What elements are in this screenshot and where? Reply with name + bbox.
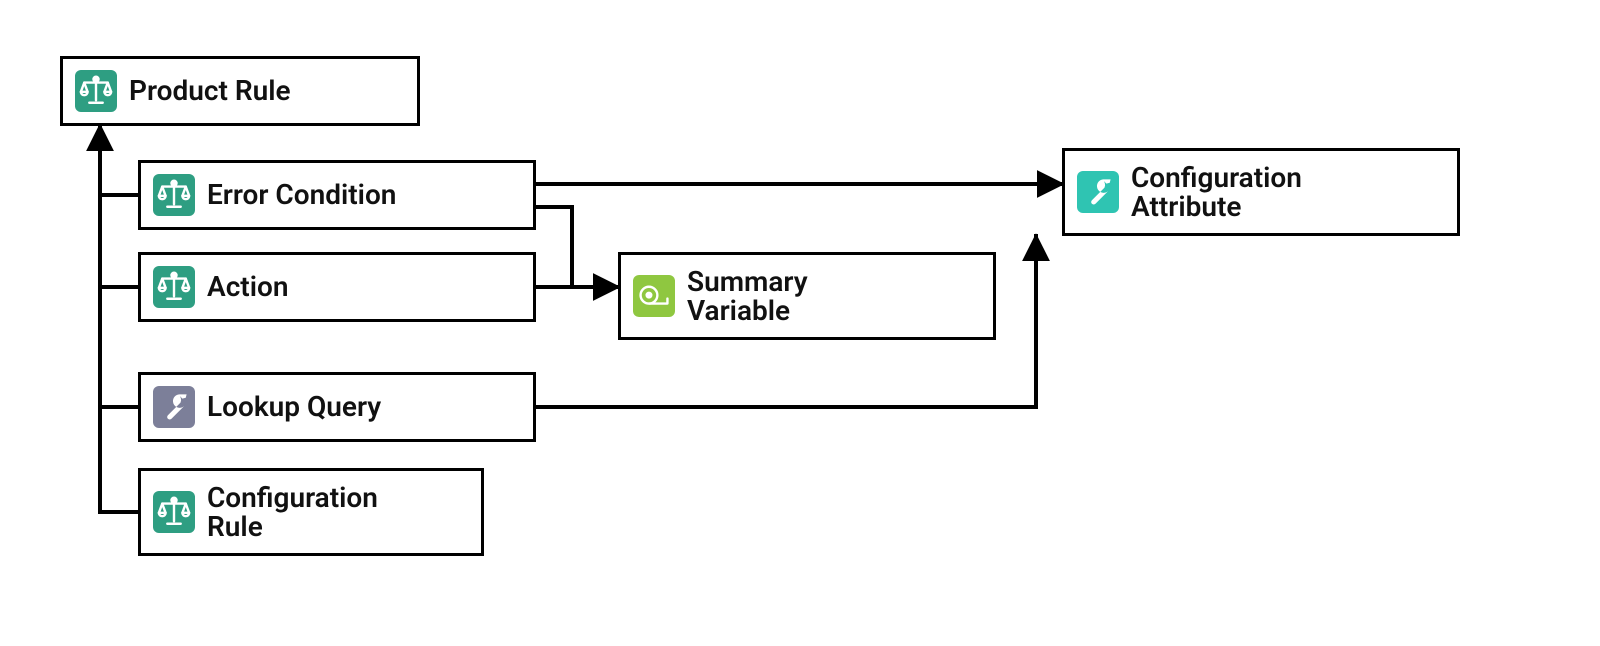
node-label: Error Condition <box>207 180 396 209</box>
node-summary-variable: Summary Variable <box>618 252 996 340</box>
node-label: Configuration Rule <box>207 483 378 542</box>
node-label: Summary Variable <box>687 267 808 326</box>
node-product-rule: Product Rule <box>60 56 420 126</box>
node-label: Action <box>207 272 288 301</box>
wrench-icon <box>153 386 195 428</box>
rule-icon <box>153 174 195 216</box>
node-label: Product Rule <box>129 76 291 105</box>
node-action: Action <box>138 252 536 322</box>
tape-icon <box>633 275 675 317</box>
rule-icon <box>153 491 195 533</box>
node-label: Lookup Query <box>207 392 381 421</box>
node-label: Configuration Attribute <box>1131 163 1302 222</box>
node-lookup-query: Lookup Query <box>138 372 536 442</box>
diagram-stage: Product Rule Error Condition <box>0 0 1600 646</box>
node-error-condition: Error Condition <box>138 160 536 230</box>
config-icon <box>1077 171 1119 213</box>
node-config-attribute: Configuration Attribute <box>1062 148 1460 236</box>
rule-icon <box>153 266 195 308</box>
node-configuration-rule: Configuration Rule <box>138 468 484 556</box>
rule-icon <box>75 70 117 112</box>
